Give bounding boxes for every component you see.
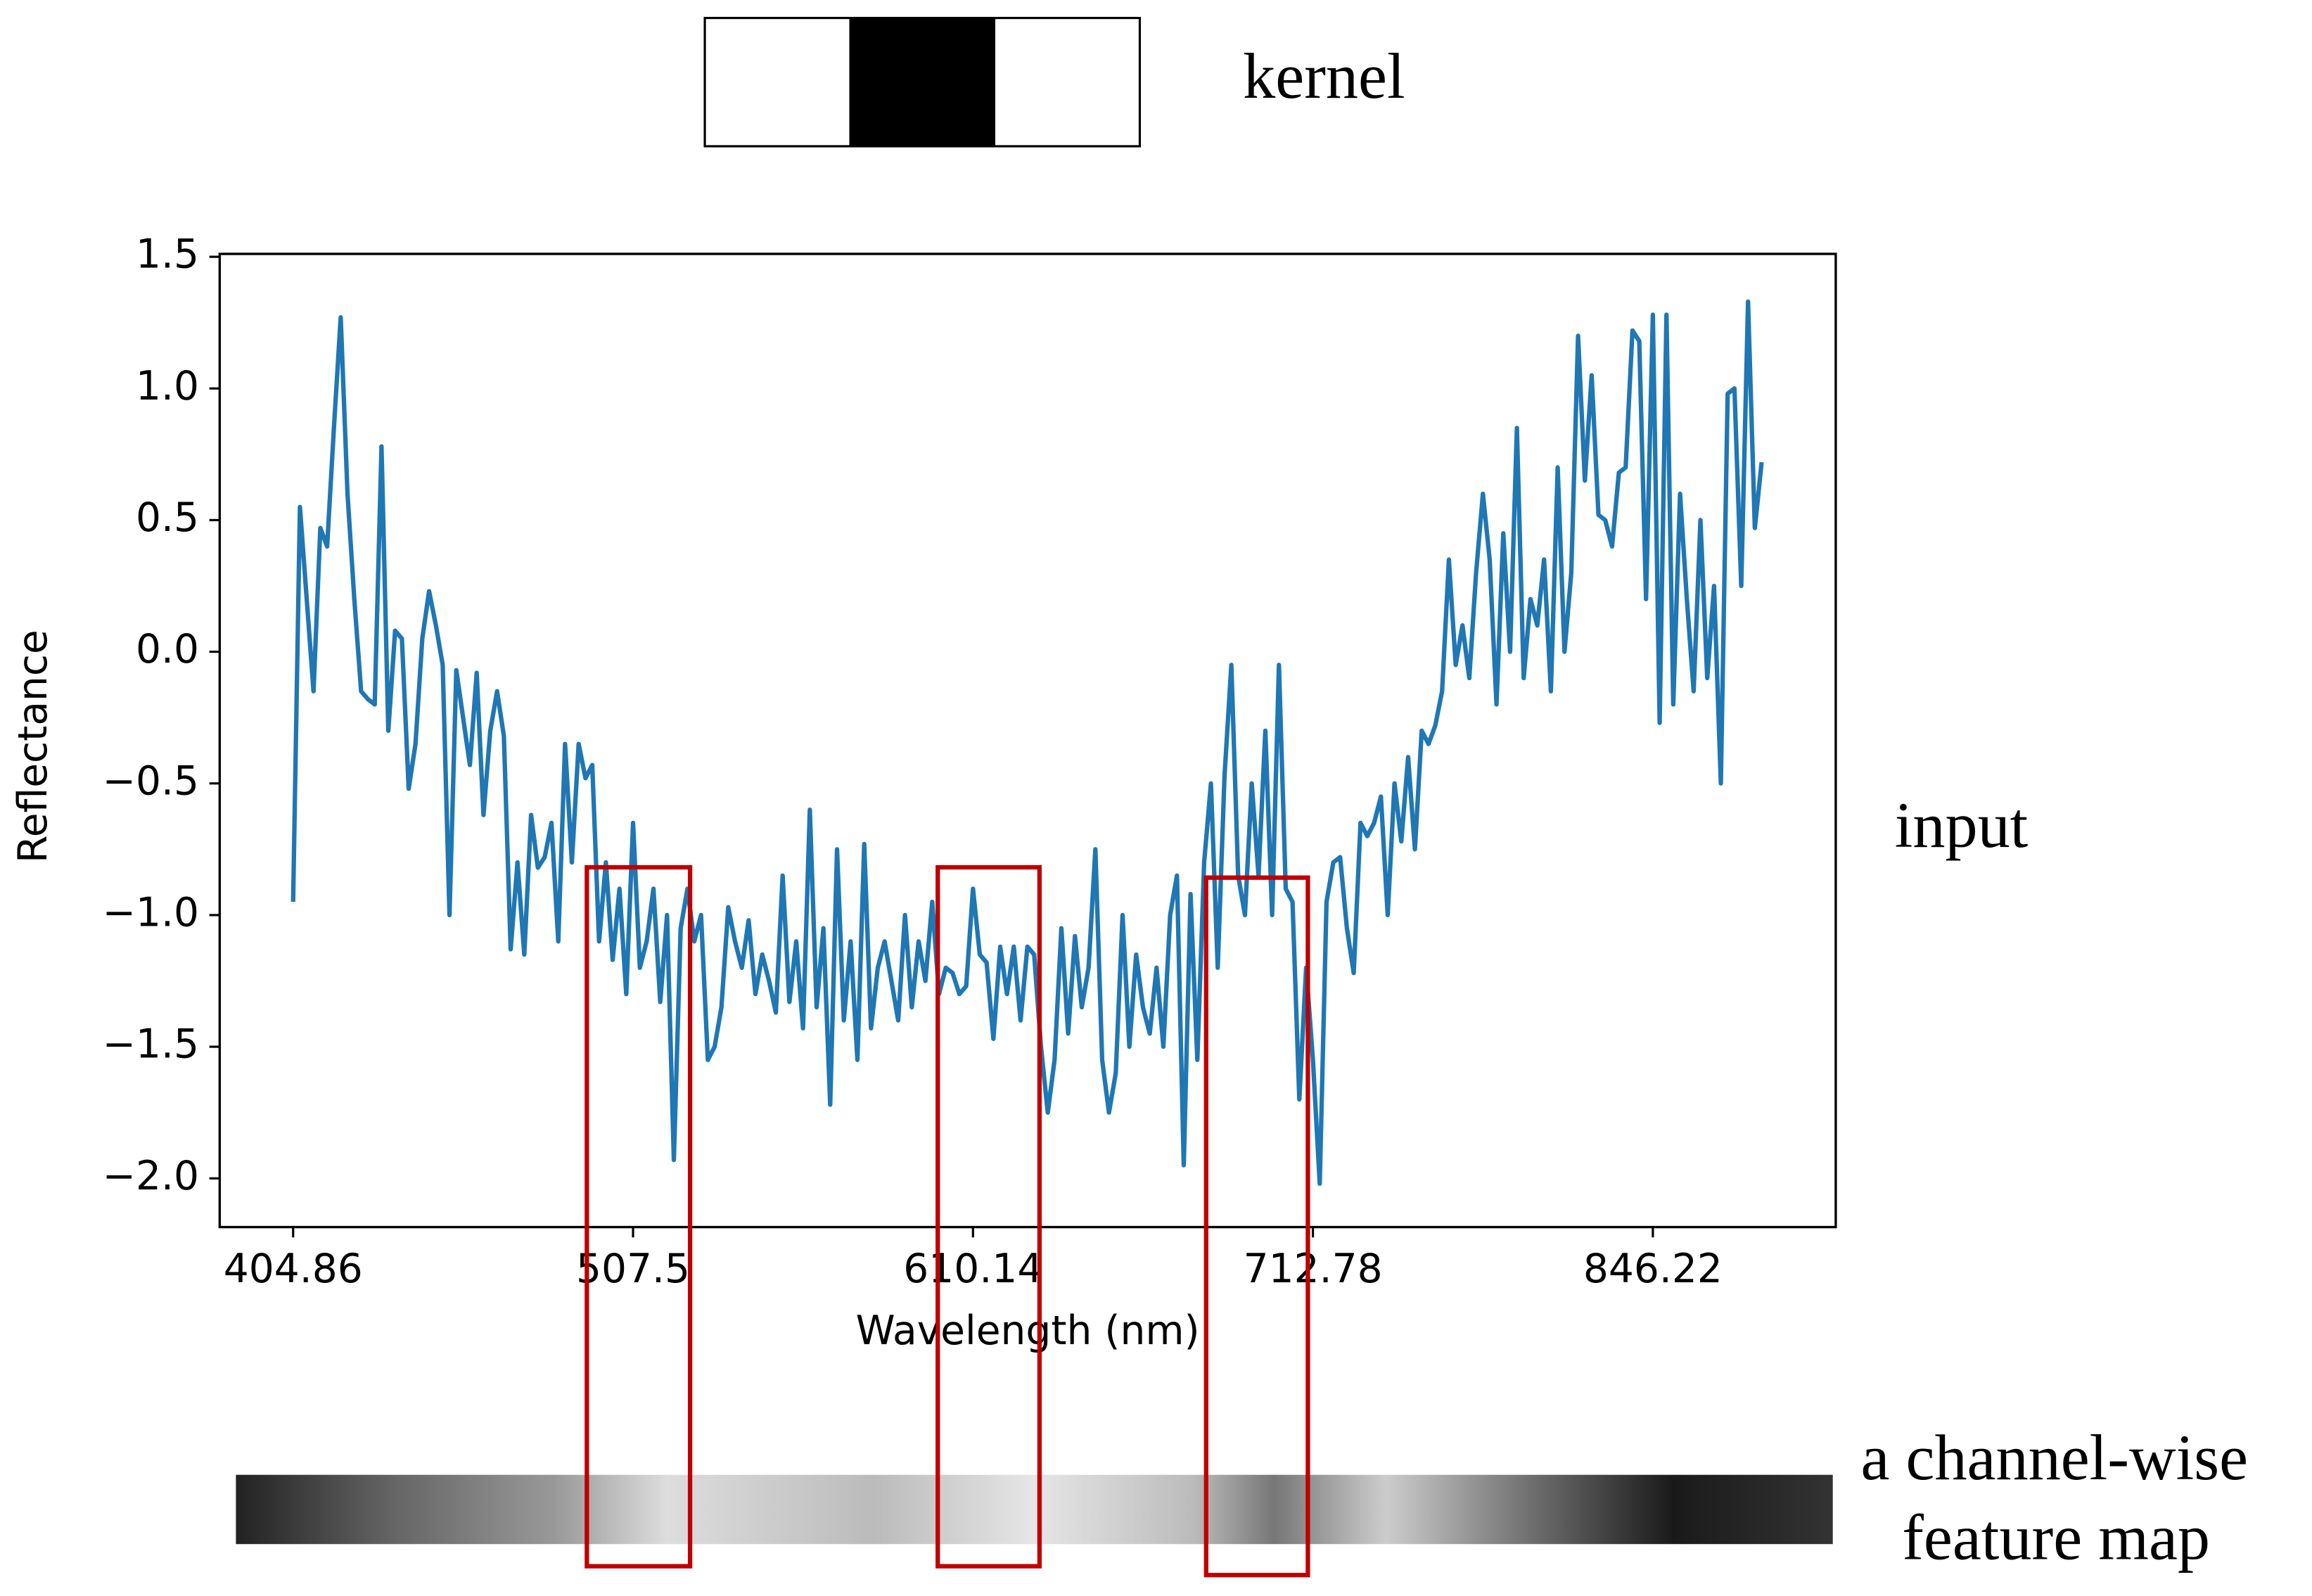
x-axis-label: Wavelength (nm) — [856, 1308, 1200, 1354]
y-tick-label: −2.0 — [103, 1153, 199, 1199]
feature-map — [236, 1474, 1833, 1545]
y-tick-label: 1.5 — [136, 231, 199, 278]
feature-map-label: a channel-wise — [1861, 1422, 2248, 1493]
x-tick-label: 404.86 — [224, 1246, 363, 1292]
y-axis-label: Reflectance — [10, 630, 56, 863]
kernel — [703, 16, 1142, 148]
x-tick-label: 507.5 — [576, 1246, 690, 1292]
x-tick-label: 712.78 — [1244, 1246, 1383, 1292]
highlight-box — [585, 864, 693, 1569]
plot: 1.5 1.0 0.5 0.0 −0.5 −1.0 −1.5 −2.0 404.86 507.5 6… — [103, 231, 1764, 1292]
feature-map-label: feature map — [1902, 1501, 2210, 1573]
kernel-label: kernel — [1243, 40, 1405, 112]
y-tick-label: 0.5 — [136, 494, 199, 541]
y-tick-label: −1.5 — [103, 1021, 199, 1068]
y-tick-label: 0.0 — [136, 626, 199, 672]
x-tick-label: 846.22 — [1583, 1246, 1723, 1292]
kernel-cell — [849, 18, 996, 146]
input-label: input — [1895, 789, 2029, 861]
data-line — [290, 299, 1764, 1186]
highlights — [585, 864, 1310, 1578]
highlight-box — [1203, 875, 1310, 1578]
y-tick-label: −1.0 — [103, 890, 199, 936]
highlight-box — [935, 864, 1042, 1569]
x-tick-label: 610.14 — [903, 1246, 1042, 1292]
y-tick-label: 1.0 — [136, 363, 199, 409]
plot-frame — [218, 253, 1837, 1229]
y-tick-label: −0.5 — [103, 758, 199, 804]
